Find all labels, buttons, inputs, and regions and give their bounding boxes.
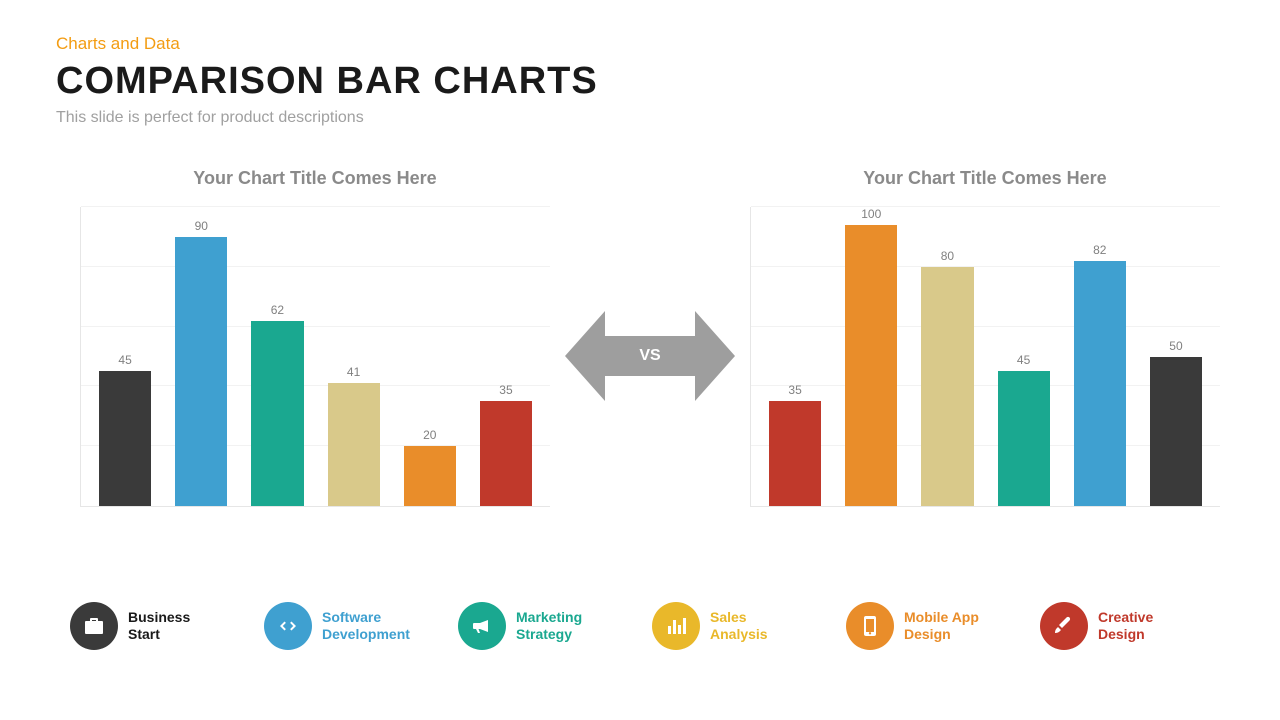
chart-bar-rect xyxy=(1150,357,1202,507)
legend-label-line1: Mobile App xyxy=(904,609,979,627)
chart-bar: 45 xyxy=(998,207,1050,506)
charts-row: Your Chart Title Comes Here 45 90 62 41 20 35… xyxy=(80,168,1220,528)
chart-bar: 35 xyxy=(769,207,821,506)
legend-label-line2: Start xyxy=(128,626,190,644)
chart-bar-rect xyxy=(1074,261,1126,506)
page-title: COMPARISON BAR CHARTS xyxy=(56,60,1280,103)
megaphone-icon xyxy=(458,602,506,650)
chart-left: Your Chart Title Comes Here 45 90 62 41 20 35 xyxy=(80,168,550,507)
vs-divider: VS xyxy=(550,206,750,506)
legend-item-label: Mobile AppDesign xyxy=(904,609,979,644)
chart-bar-value: 82 xyxy=(1093,243,1106,257)
chart-bar-rect xyxy=(99,371,151,506)
legend-item: SalesAnalysis xyxy=(652,602,832,650)
chart-right-plot: 35 100 80 45 82 50 xyxy=(750,207,1220,507)
chart-bar-value: 100 xyxy=(861,207,881,221)
legend-item: BusinessStart xyxy=(70,602,250,650)
chart-bar: 50 xyxy=(1150,207,1202,506)
legend-item-label: CreativeDesign xyxy=(1098,609,1153,644)
legend-label-line1: Sales xyxy=(710,609,768,627)
legend-item: MarketingStrategy xyxy=(458,602,638,650)
legend-label-line2: Design xyxy=(1098,626,1153,644)
chart-bar-rect xyxy=(328,383,380,506)
chart-bar-rect xyxy=(845,225,897,506)
chart-bar-value: 50 xyxy=(1169,339,1182,353)
chart-bar: 82 xyxy=(1074,207,1126,506)
mobile-icon xyxy=(846,602,894,650)
chart-bar-value: 45 xyxy=(1017,353,1030,367)
chart-bar-value: 35 xyxy=(788,383,801,397)
chart-bar-value: 20 xyxy=(423,428,436,442)
legend-label-line1: Software xyxy=(322,609,410,627)
chart-left-plot: 45 90 62 41 20 35 xyxy=(80,207,550,507)
chart-bar-value: 35 xyxy=(499,383,512,397)
code-icon xyxy=(264,602,312,650)
chart-bar: 41 xyxy=(328,207,380,506)
chart-bar-rect xyxy=(998,371,1050,506)
chart-bar-value: 41 xyxy=(347,365,360,379)
legend-item: SoftwareDevelopment xyxy=(264,602,444,650)
legend-item: CreativeDesign xyxy=(1040,602,1220,650)
page-subtitle: This slide is perfect for product descri… xyxy=(56,109,1280,127)
legend-item-label: SalesAnalysis xyxy=(710,609,768,644)
legend-label-line2: Design xyxy=(904,626,979,644)
legend-item: Mobile AppDesign xyxy=(846,602,1026,650)
chart-bar-rect xyxy=(175,237,227,506)
vs-arrow-icon: VS xyxy=(565,301,735,411)
chart-bar-value: 90 xyxy=(195,219,208,233)
legend-label-line2: Development xyxy=(322,626,410,644)
chart-bar: 80 xyxy=(921,207,973,506)
chart-bar: 35 xyxy=(480,207,532,506)
brush-icon xyxy=(1040,602,1088,650)
chart-bar-rect xyxy=(480,401,532,506)
chart-bar-value: 45 xyxy=(118,353,131,367)
legend-row: BusinessStart SoftwareDevelopment Marketin… xyxy=(70,602,1220,650)
chart-bar-rect xyxy=(769,401,821,506)
legend-label-line2: Strategy xyxy=(516,626,582,644)
chart-bar-rect xyxy=(921,267,973,506)
legend-label-line2: Analysis xyxy=(710,626,768,644)
header: Charts and Data COMPARISON BAR CHARTS Th… xyxy=(0,0,1280,127)
chart-bar: 90 xyxy=(175,207,227,506)
chart-bars: 35 100 80 45 82 50 xyxy=(751,207,1220,506)
chart-bar-value: 62 xyxy=(271,303,284,317)
chart-bar-rect xyxy=(404,446,456,506)
chart-right: Your Chart Title Comes Here 35 100 80 45 82 5… xyxy=(750,168,1220,507)
legend-label-line1: Business xyxy=(128,609,190,627)
chart-bars: 45 90 62 41 20 35 xyxy=(81,207,550,506)
chart-bar: 20 xyxy=(404,207,456,506)
legend-item-label: BusinessStart xyxy=(128,609,190,644)
chart-right-title: Your Chart Title Comes Here xyxy=(750,168,1220,189)
legend-item-label: MarketingStrategy xyxy=(516,609,582,644)
chart-bar: 45 xyxy=(99,207,151,506)
vs-label: VS xyxy=(565,301,735,411)
bars-icon xyxy=(652,602,700,650)
legend-item-label: SoftwareDevelopment xyxy=(322,609,410,644)
chart-bar-rect xyxy=(251,321,303,506)
chart-bar-value: 80 xyxy=(941,249,954,263)
legend-label-line1: Marketing xyxy=(516,609,582,627)
eyebrow-text: Charts and Data xyxy=(56,34,1280,54)
briefcase-icon xyxy=(70,602,118,650)
chart-left-title: Your Chart Title Comes Here xyxy=(80,168,550,189)
chart-bar: 62 xyxy=(251,207,303,506)
legend-label-line1: Creative xyxy=(1098,609,1153,627)
chart-bar: 100 xyxy=(845,207,897,506)
